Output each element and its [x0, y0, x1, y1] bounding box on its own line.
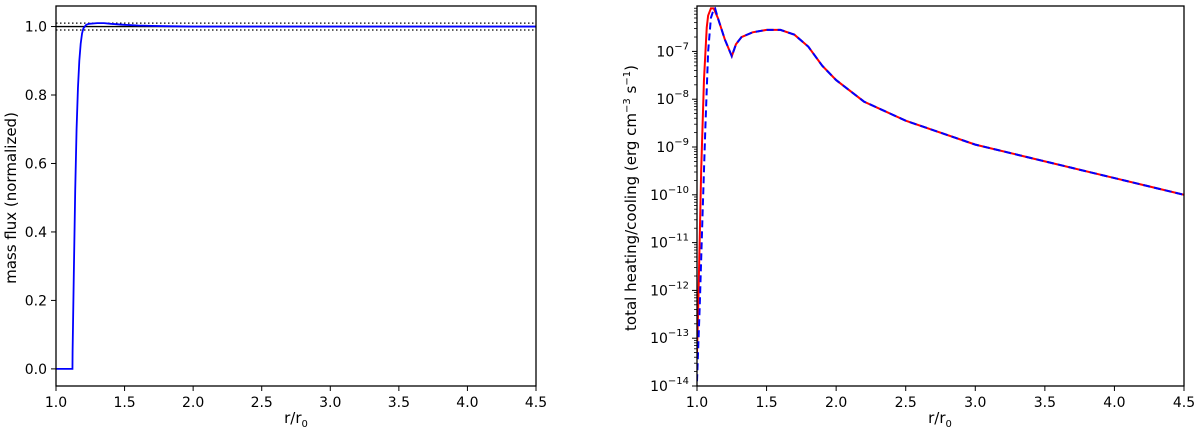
series-line-dashed [697, 6, 1184, 382]
x-tick-label: 4.5 [1173, 395, 1195, 411]
y-tick-label: 10−7 [656, 41, 689, 60]
x-tick-label: 3.0 [964, 395, 986, 411]
x-tick-label: 4.0 [456, 395, 478, 411]
y-tick-label: 10−9 [656, 137, 689, 156]
x-tick-label: 3.0 [319, 395, 341, 411]
y-tick-label: 0.2 [25, 293, 47, 309]
heating-cooling-chart: total heating/cooling (erg cm−3 s−1) r/r… [622, 5, 1195, 430]
x-tick-label: 2.0 [825, 395, 847, 411]
y-tick-label: 0.4 [25, 225, 47, 241]
xlabel-left: r/r0 [284, 409, 308, 430]
x-tick-label: 2.5 [895, 395, 917, 411]
y-tick-label: 10−14 [650, 376, 689, 395]
ylabel-left: mass flux (normalized) [2, 112, 20, 284]
ylabel-right: total heating/cooling (erg cm−3 s−1) [622, 65, 640, 331]
y-tick-label: 0.8 [25, 88, 47, 104]
x-tick-label: 1.5 [755, 395, 777, 411]
y-tick-label: 10−13 [650, 328, 689, 347]
x-tick-label: 1.5 [113, 395, 135, 411]
xlabel-right: r/r0 [928, 409, 952, 430]
x-tick-label: 3.5 [388, 395, 410, 411]
y-tick-label: 10−8 [656, 89, 689, 108]
x-tick-label: 4.5 [525, 395, 547, 411]
y-tick-label: 1.0 [25, 20, 47, 36]
series-line-solid [697, 7, 1184, 353]
series-line [56, 22, 536, 370]
y-tick-label: 0.6 [25, 156, 47, 172]
y-tick-label: 10−12 [650, 280, 689, 299]
plot-frame [696, 5, 1185, 387]
y-tick-label: 10−11 [650, 233, 689, 252]
x-tick-label: 4.0 [1103, 395, 1125, 411]
y-tick-label: 10−10 [650, 185, 689, 204]
x-tick-label: 3.5 [1034, 395, 1056, 411]
plot-frame [55, 5, 537, 387]
x-tick-label: 2.0 [182, 395, 204, 411]
x-tick-label: 1.0 [686, 395, 708, 411]
x-tick-label: 2.5 [251, 395, 273, 411]
y-tick-label: 0.0 [25, 362, 47, 378]
mass-flux-chart: mass flux (normalized) r/r0 1.0 1.5 2.0 2.5… [2, 5, 547, 430]
x-tick-label: 1.0 [45, 395, 67, 411]
